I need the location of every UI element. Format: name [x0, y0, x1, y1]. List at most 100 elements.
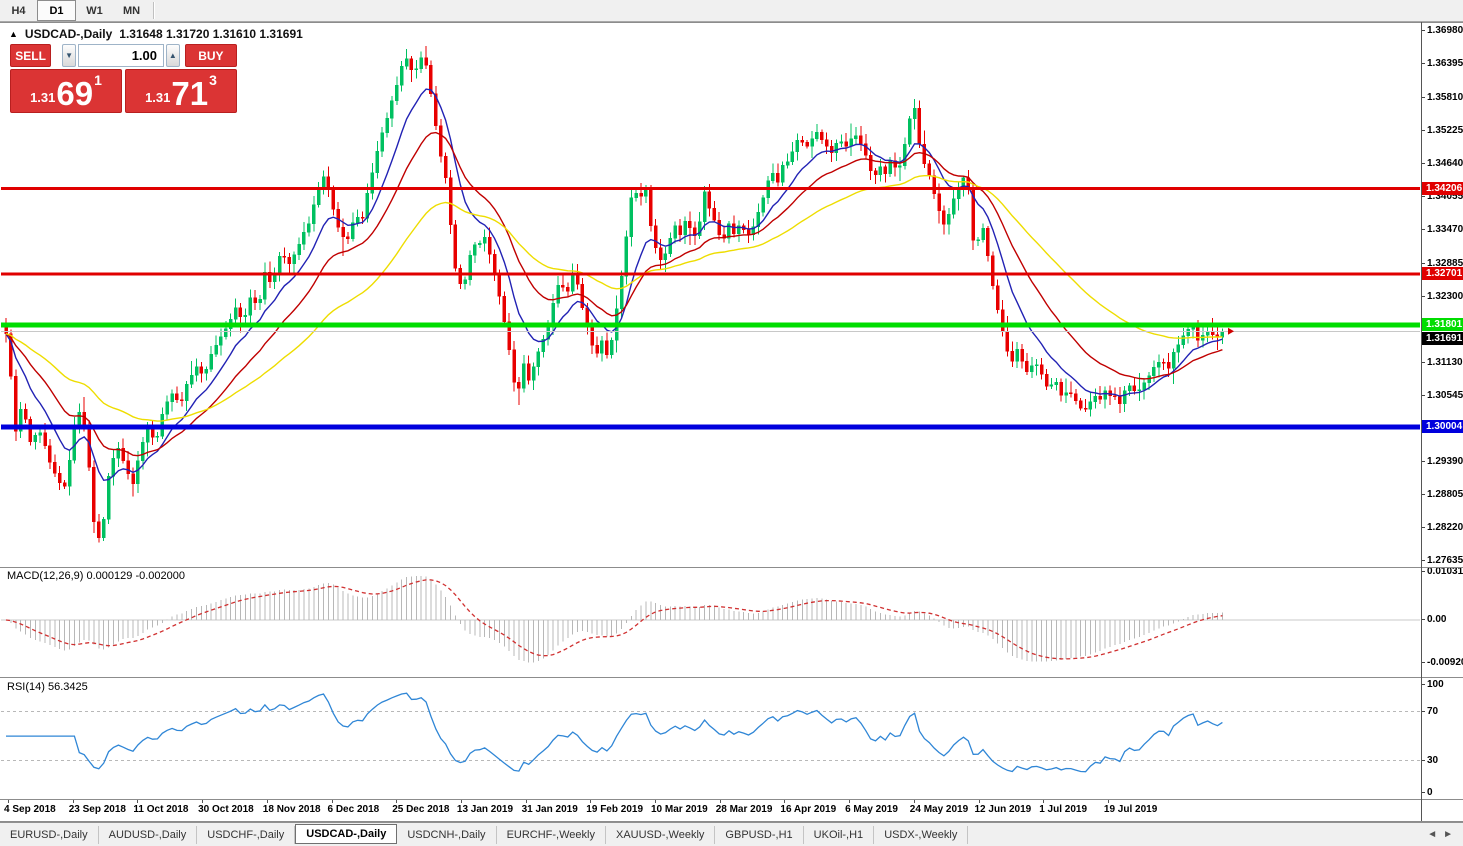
- date-label: 4 Sep 2018: [4, 804, 56, 815]
- rsi-name: RSI(14): [7, 681, 45, 693]
- ohlc-quote: 1.31648 1.31720 1.31610 1.31691: [119, 27, 303, 41]
- timeframe-button-H4[interactable]: H4: [11, 4, 26, 17]
- date-tick-mark: [913, 800, 915, 803]
- timeframe-button-MN[interactable]: MN: [122, 4, 141, 17]
- buy-price-sup: 3: [209, 72, 217, 88]
- macd-signal-value: -0.002000: [135, 570, 185, 582]
- macd-histogram: [10, 575, 1223, 663]
- rsi-panel: [1, 692, 1420, 773]
- date-tick-mark: [784, 800, 786, 803]
- macd-tick-zero: 0.00: [1422, 614, 1463, 626]
- volume-up-button[interactable]: ▲: [166, 44, 180, 67]
- sell-button[interactable]: SELL: [10, 44, 52, 67]
- date-label: 31 Jan 2019: [521, 804, 578, 815]
- price-chip-1.30004: 1.30004: [1422, 420, 1463, 434]
- date-label: 19 Jul 2019: [1103, 804, 1158, 815]
- ma-line-50: [5, 174, 1223, 422]
- tab-audusd-daily[interactable]: AUDUSD-,Daily: [99, 825, 198, 844]
- rsi-tick-30: 30: [1422, 755, 1463, 767]
- price-tick-1.35810: 1.35810: [1422, 92, 1463, 104]
- price-tick-1.33470: 1.33470: [1422, 224, 1463, 236]
- rsi-line: [6, 692, 1223, 773]
- current-price-chip: 1.31691: [1422, 332, 1463, 346]
- sell-price-main: 69: [56, 75, 94, 112]
- price-chip-1.31801: 1.31801: [1422, 318, 1463, 332]
- collapse-triangle-icon[interactable]: ▲: [9, 29, 18, 39]
- price-tick-1.28805: 1.28805: [1422, 489, 1463, 501]
- tab-usdchf-daily[interactable]: USDCHF-,Daily: [197, 825, 296, 844]
- date-tick-mark: [331, 800, 333, 803]
- frame-top-border: [0, 22, 1463, 23]
- chart-canvas[interactable]: [0, 0, 1421, 822]
- tab-ukoil-h1[interactable]: UKOil-,H1: [804, 825, 875, 844]
- macd-name: MACD(12,26,9): [7, 570, 84, 582]
- date-label: 24 May 2019: [909, 804, 969, 815]
- price-tick-1.27635: 1.27635: [1422, 555, 1463, 567]
- sell-price-sup: 1: [94, 72, 102, 88]
- timeframe-toolbar: H4 D1 W1 MN: [0, 0, 1463, 22]
- date-label: 30 Oct 2018: [198, 804, 254, 815]
- macd-separator[interactable]: [0, 567, 1463, 568]
- price-tick-1.35225: 1.35225: [1422, 125, 1463, 137]
- timeframe-button-D1[interactable]: D1: [37, 0, 76, 21]
- tab-usdx-weekly[interactable]: USDX-,Weekly: [874, 825, 969, 844]
- date-tick-mark: [202, 800, 204, 803]
- sell-price-button[interactable]: 1.31 69 1: [10, 69, 122, 113]
- date-label: 6 May 2019: [845, 804, 898, 815]
- price-axis-border: [1421, 22, 1422, 821]
- macd-panel: [1, 575, 1420, 663]
- date-label: 23 Sep 2018: [68, 804, 126, 815]
- sell-price-prefix: 1.31: [30, 90, 56, 105]
- date-tick-mark: [137, 800, 139, 803]
- rsi-separator[interactable]: [0, 677, 1463, 678]
- price-tick-1.29390: 1.29390: [1422, 456, 1463, 468]
- timeframe-button-W1[interactable]: W1: [86, 4, 103, 17]
- price-tick-1.32885: 1.32885: [1422, 258, 1463, 270]
- date-tick-mark: [1107, 800, 1109, 803]
- date-label: 11 Oct 2018: [133, 804, 189, 815]
- macd-tick-max: 0.010311: [1422, 566, 1463, 578]
- date-label: 12 Jun 2019: [974, 804, 1032, 815]
- volume-down-button[interactable]: ▼: [62, 44, 76, 67]
- date-tick-mark: [719, 800, 721, 803]
- tabbar-top-border: [0, 821, 1463, 822]
- price-tick-1.28220: 1.28220: [1422, 522, 1463, 534]
- date-tick-mark: [72, 800, 74, 803]
- buy-button[interactable]: BUY: [184, 44, 237, 67]
- tab-eurusd-daily[interactable]: EURUSD-,Daily: [0, 825, 99, 844]
- date-tick-mark: [266, 800, 268, 803]
- price-tick-1.30545: 1.30545: [1422, 390, 1463, 402]
- price-axis[interactable]: 1.36980 1.36395 1.35810 1.35225 1.34640 1.340…: [1422, 22, 1463, 822]
- tab-eurchf-weekly[interactable]: EURCHF-,Weekly: [497, 825, 606, 844]
- date-axis[interactable]: 4 Sep 2018 23 Sep 2018 11 Oct 2018 30 Oct 2…: [0, 800, 1421, 821]
- rsi-tick-100: 100: [1422, 679, 1463, 691]
- date-tick-mark: [460, 800, 462, 803]
- price-tick-1.36395: 1.36395: [1422, 58, 1463, 70]
- macd-value: 0.000129: [86, 570, 133, 582]
- buy-price-button[interactable]: 1.31 71 3: [125, 69, 237, 113]
- volume-input[interactable]: [78, 44, 164, 67]
- tab-usdcad-daily[interactable]: USDCAD-,Daily: [295, 824, 398, 844]
- symbol-name: USDCAD-,Daily: [24, 27, 113, 41]
- date-tick-mark: [396, 800, 398, 803]
- macd-label: MACD(12,26,9) 0.000129 -0.002000: [7, 570, 185, 582]
- price-chip-1.32701: 1.32701: [1422, 266, 1463, 280]
- date-tick-mark: [849, 800, 851, 803]
- date-tick-mark: [1043, 800, 1045, 803]
- tabs-scroll-right-icon[interactable]: ►: [1443, 829, 1453, 840]
- rsi-tick-70: 70: [1422, 706, 1463, 718]
- date-tick-mark: [590, 800, 592, 803]
- price-tick-1.36980: 1.36980: [1422, 25, 1463, 37]
- tabs-scroll-left-icon[interactable]: ◄: [1427, 829, 1438, 840]
- date-tick-mark: [8, 800, 9, 803]
- buy-price-prefix: 1.31: [145, 90, 171, 105]
- date-tick-mark: [978, 800, 980, 803]
- tab-xauusd-weekly[interactable]: XAUUSD-,Weekly: [606, 825, 716, 844]
- date-label: 25 Dec 2018: [392, 804, 450, 815]
- chart-title: ▲ USDCAD-,Daily 1.31648 1.31720 1.31610 …: [9, 27, 303, 41]
- tab-usdcnh-daily[interactable]: USDCNH-,Daily: [397, 825, 497, 844]
- tab-gbpusd-h1[interactable]: GBPUSD-,H1: [715, 825, 804, 844]
- date-label: 16 Apr 2019: [780, 804, 837, 815]
- date-label: 6 Dec 2018: [327, 804, 380, 815]
